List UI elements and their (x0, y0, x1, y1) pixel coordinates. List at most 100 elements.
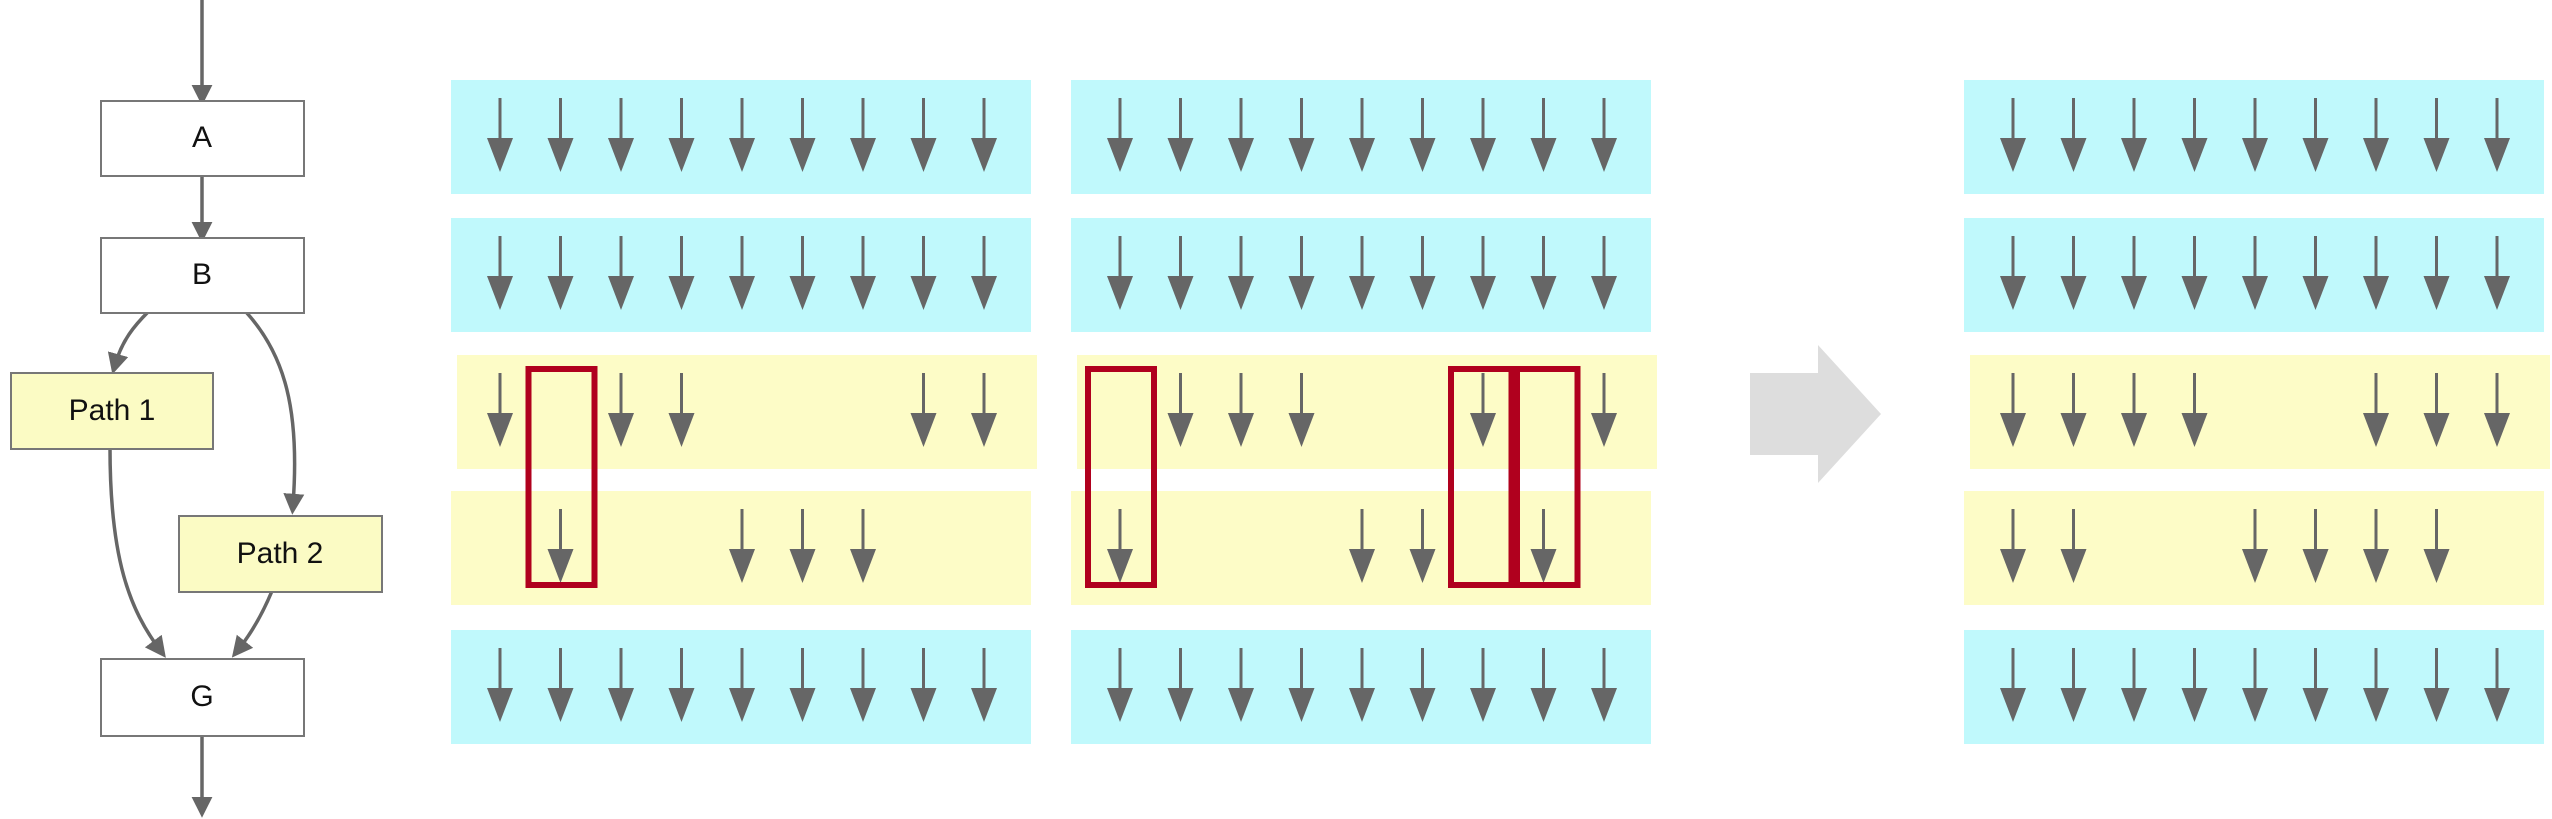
thread-arrow (668, 648, 695, 722)
warp-panel-after (1964, 80, 2550, 744)
flowchart: A B Path 1 Path 2 G (10, 0, 383, 818)
thread-arrow (1409, 236, 1436, 310)
divergent-band (1970, 355, 2550, 469)
thread-arrow (608, 98, 634, 172)
thread-arrow (487, 373, 513, 447)
thread-arrow (1470, 648, 1496, 722)
node-g: G (100, 658, 305, 737)
thread-arrow (668, 373, 695, 447)
thread-arrow (2302, 236, 2329, 310)
thread-arrow (608, 236, 634, 310)
thread-arrow (547, 509, 574, 583)
warp-row-1 (451, 80, 1031, 194)
thread-arrow (2423, 98, 2450, 172)
node-a: A (100, 100, 305, 177)
warp-row-3 (1077, 355, 1657, 469)
thread-arrow (2060, 373, 2087, 447)
warp-panel-before-2 (1071, 80, 1657, 744)
thread-arrow (1349, 236, 1375, 310)
thread-arrow (2242, 509, 2268, 583)
warp-row-3 (1970, 355, 2550, 469)
thread-arrow (1591, 98, 1617, 172)
thread-arrow (547, 98, 574, 172)
thread-arrow (2060, 509, 2087, 583)
thread-arrow (2242, 236, 2268, 310)
thread-arrow (1228, 98, 1254, 172)
thread-arrow (2060, 98, 2087, 172)
thread-arrow (2121, 236, 2147, 310)
thread-arrow (2181, 373, 2208, 447)
thread-arrow (2181, 648, 2208, 722)
thread-arrow (2363, 648, 2389, 722)
thread-arrow (910, 98, 937, 172)
node-path-1-label: Path 1 (69, 394, 156, 427)
thread-arrow (1107, 98, 1133, 172)
thread-arrow (487, 236, 513, 310)
thread-arrow (608, 373, 634, 447)
warp-row-2 (451, 218, 1031, 332)
thread-arrow (2363, 509, 2389, 583)
thread-arrow (971, 236, 997, 310)
thread-arrow (2000, 98, 2026, 172)
thread-arrow (1349, 648, 1375, 722)
thread-arrow (1288, 236, 1315, 310)
thread-arrow (1167, 648, 1194, 722)
lane-highlight-box (1085, 366, 1157, 588)
edge-b-path1 (107, 310, 150, 375)
thread-arrow (1228, 373, 1254, 447)
thread-arrow (789, 648, 816, 722)
lane-highlight-box (1448, 366, 1520, 588)
transition-arrow (1750, 345, 1881, 483)
thread-arrow (1530, 236, 1557, 310)
thread-arrow (2423, 509, 2450, 583)
divergent-band (457, 355, 1037, 469)
thread-arrow (2000, 373, 2026, 447)
edge-path1-g (108, 447, 166, 658)
thread-arrow (2181, 236, 2208, 310)
thread-arrow (2363, 98, 2389, 172)
thread-arrow (1409, 648, 1436, 722)
thread-arrow (1167, 373, 1194, 447)
thread-arrow (2181, 98, 2208, 172)
thread-arrow (1591, 373, 1617, 447)
thread-arrow (668, 98, 695, 172)
thread-arrow (2302, 648, 2329, 722)
thread-arrow (1530, 98, 1557, 172)
thread-arrow (2242, 98, 2268, 172)
thread-arrow (850, 98, 876, 172)
node-b-label: B (192, 258, 212, 291)
thread-arrow (1470, 373, 1496, 447)
lane-highlight-box (525, 366, 598, 588)
thread-arrow (729, 98, 755, 172)
thread-arrow (1288, 98, 1315, 172)
warp-panel-before-1 (451, 80, 1037, 744)
node-a-label: A (192, 121, 212, 154)
thread-arrow (910, 236, 937, 310)
divergent-band (1077, 355, 1657, 469)
thread-arrow (2302, 98, 2329, 172)
thread-arrow (789, 236, 816, 310)
thread-arrow (1167, 98, 1194, 172)
thread-arrow (608, 648, 634, 722)
thread-arrow (2302, 509, 2329, 583)
thread-arrow (910, 648, 937, 722)
thread-arrow (1288, 373, 1315, 447)
warp-row-1 (1071, 80, 1651, 194)
thread-arrow (1470, 98, 1496, 172)
thread-arrow (2000, 236, 2026, 310)
warp-row-2 (1071, 218, 1651, 332)
warp-row-5 (1071, 630, 1651, 744)
thread-arrow (2423, 373, 2450, 447)
thread-arrow (789, 98, 816, 172)
thread-arrow (1409, 98, 1436, 172)
thread-arrow (850, 648, 876, 722)
thread-arrow (1470, 236, 1496, 310)
thread-arrow (2000, 648, 2026, 722)
thread-arrow (1591, 648, 1617, 722)
lane-highlight-box (1508, 366, 1581, 588)
thread-arrow (729, 648, 755, 722)
thread-arrow (850, 509, 876, 583)
thread-arrow (1591, 236, 1617, 310)
thread-arrow (1288, 648, 1315, 722)
